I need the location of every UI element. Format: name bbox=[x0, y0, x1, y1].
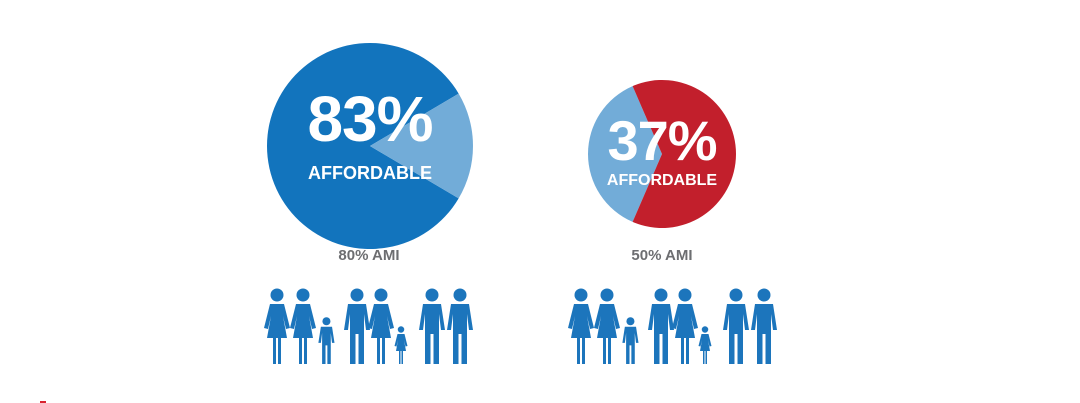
family-icon bbox=[568, 288, 784, 369]
man-icon bbox=[723, 288, 749, 364]
pie-80-value: 83% bbox=[307, 83, 433, 155]
woman-icon bbox=[672, 288, 698, 364]
pie-50-value: 37% bbox=[607, 109, 717, 172]
woman-icon bbox=[394, 326, 408, 364]
woman-icon bbox=[568, 288, 594, 364]
woman-icon bbox=[594, 288, 620, 364]
man-icon bbox=[751, 288, 777, 364]
woman-icon bbox=[368, 288, 394, 364]
pie-slice-remainder bbox=[632, 80, 736, 229]
pie-chart-50-ami: 37% AFFORDABLE bbox=[588, 80, 736, 229]
child-icon bbox=[318, 317, 335, 364]
family-icon bbox=[264, 288, 480, 369]
pie-50-affordable-label: AFFORDABLE bbox=[606, 172, 718, 189]
caption-80-ami: 80% AMI bbox=[338, 247, 400, 264]
family-icon-svg-1 bbox=[264, 288, 473, 364]
man-icon bbox=[419, 288, 445, 364]
pie-slice-affordable bbox=[267, 42, 459, 250]
woman-icon bbox=[264, 288, 290, 364]
child-icon bbox=[622, 317, 639, 364]
pie-50-ami-svg bbox=[588, 80, 736, 229]
family-icon-svg-2 bbox=[568, 288, 777, 364]
woman-icon bbox=[290, 288, 316, 364]
man-icon bbox=[447, 288, 473, 364]
pie-slice-remainder bbox=[370, 93, 473, 199]
caption-50-ami: 50% AMI bbox=[631, 247, 693, 264]
pie-80-affordable-label: AFFORDABLE bbox=[308, 163, 432, 183]
pie-80-ami-svg bbox=[267, 42, 473, 250]
decorative-mark bbox=[40, 401, 46, 403]
woman-icon bbox=[698, 326, 712, 364]
pie-slice-affordable bbox=[588, 86, 662, 222]
man-icon bbox=[344, 288, 370, 364]
pie-chart-80-ami: 83% AFFORDABLE bbox=[267, 42, 473, 250]
man-icon bbox=[648, 288, 674, 364]
